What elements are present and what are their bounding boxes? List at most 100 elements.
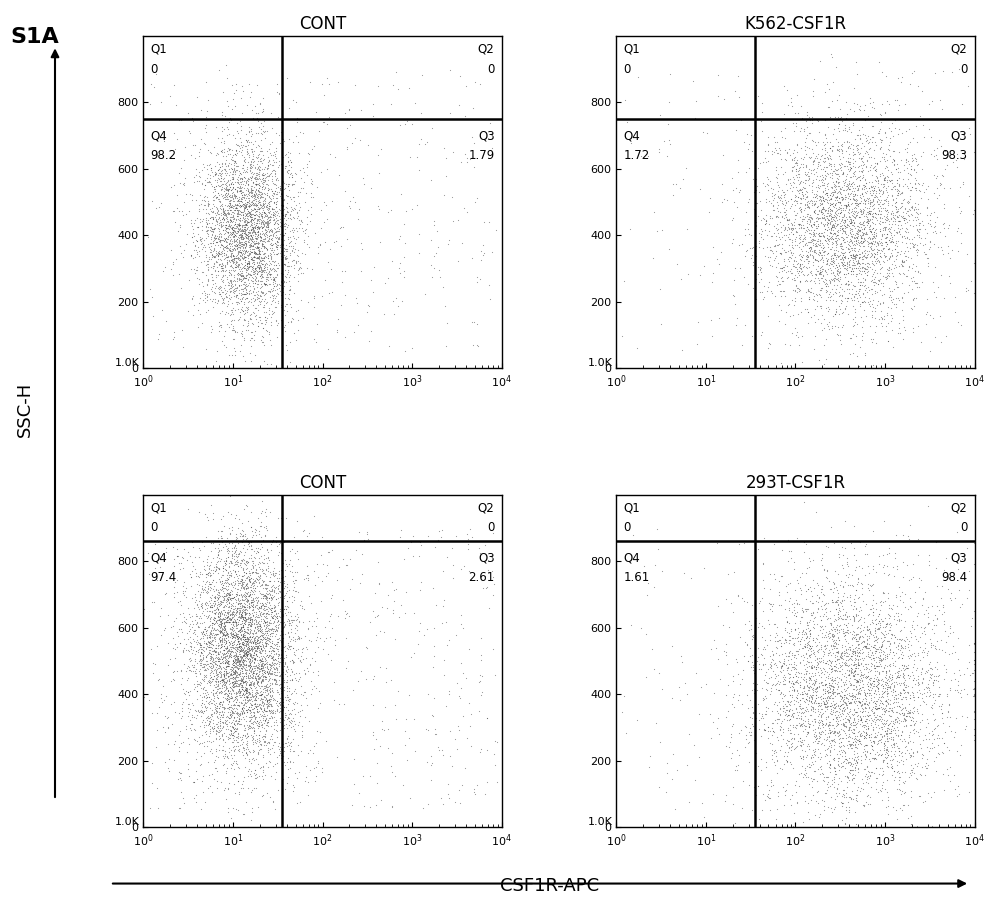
Point [247,636,263,651]
Text: 1.0K: 1.0K [115,817,140,827]
Point [824,660,840,674]
Point [196,558,212,573]
Point [219,182,235,196]
Point [782,792,798,806]
Point [253,701,269,715]
Point [239,685,255,700]
Point [775,732,791,746]
Point [841,789,857,804]
Point [225,199,241,214]
Point [881,121,897,135]
Point [218,593,234,607]
Point [832,195,848,210]
Point [815,245,831,259]
Point [187,623,203,637]
Point [783,798,799,813]
Point [245,751,261,765]
Point [806,617,822,632]
Point [872,620,888,634]
Point [932,309,948,324]
Point [243,159,259,174]
Point [812,745,828,760]
Point [337,287,353,302]
Point [817,664,833,679]
Point [926,713,942,727]
Point [776,749,792,764]
Point [302,215,318,229]
Point [857,714,873,728]
Point [703,731,719,745]
Point [221,599,237,614]
Point [847,646,863,661]
Point [177,686,193,701]
Point [227,577,243,592]
Point [186,601,202,615]
Point [819,193,835,207]
Point [264,587,280,602]
Point [807,243,823,257]
Point [217,197,233,212]
Point [921,681,937,695]
Point [824,685,840,700]
Point [813,599,829,614]
Point [267,673,283,687]
Point [204,284,220,298]
Point [871,202,887,216]
Point [249,197,265,212]
Point [762,243,778,257]
Point [249,634,265,648]
Point [166,325,182,339]
Point [251,257,267,272]
Point [198,230,214,245]
Point [799,247,815,262]
Point [836,719,852,734]
Point [270,606,286,621]
Point [837,540,853,554]
Point [808,691,824,705]
Point [230,193,246,207]
Point [835,224,851,238]
Point [301,614,317,628]
Point [231,234,247,248]
Point [175,695,191,710]
Point [239,286,255,301]
Point [243,642,259,656]
Point [917,626,933,641]
Point [815,691,831,705]
Point [238,676,254,691]
Point [219,658,235,673]
Point [840,771,856,785]
Point [830,175,846,190]
Point [212,624,228,639]
Point [817,186,833,201]
Point [704,328,720,343]
Point [966,653,982,667]
Point [253,216,269,231]
Point [263,590,279,604]
Point [225,92,241,106]
Point [796,231,812,245]
Point [802,638,818,653]
Point [277,208,293,223]
Point [874,186,890,201]
Point [219,175,235,190]
Point [244,694,260,708]
Point [791,624,807,639]
Point [823,656,839,671]
Point [312,236,328,251]
Point [247,696,263,711]
Point [787,583,803,597]
Point [822,188,838,203]
Point [308,335,324,349]
Point [200,582,216,596]
Point [802,648,818,663]
Point [870,622,886,636]
Point [246,633,262,647]
Point [206,721,222,735]
Point [223,306,239,321]
Point [243,647,259,662]
Point [899,161,915,175]
Point [846,726,862,741]
Point [887,630,903,644]
Point [266,644,282,658]
